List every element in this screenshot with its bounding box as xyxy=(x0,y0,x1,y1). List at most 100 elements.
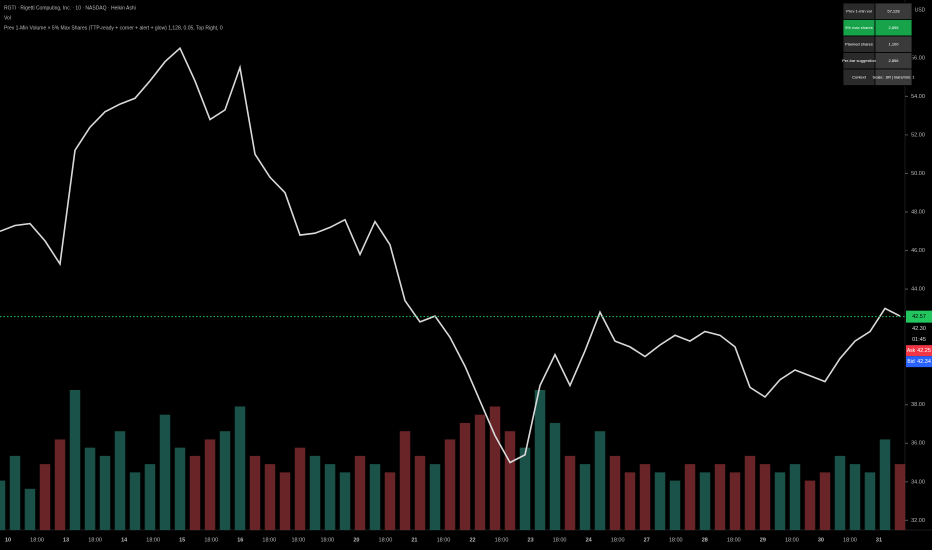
volume-bar xyxy=(834,455,846,530)
last-price-tag xyxy=(906,310,932,323)
y-tick-label: 36.00 xyxy=(911,441,925,447)
x-tick-label: 14 xyxy=(121,537,128,543)
volume-bar xyxy=(39,464,51,530)
y-tick-label: 52.00 xyxy=(911,132,925,138)
volume-bar xyxy=(0,480,6,530)
volume-bar xyxy=(699,472,711,530)
y-tick-label: 50.00 xyxy=(911,171,925,177)
table-key: 5% max shares xyxy=(845,25,873,30)
volume-bar xyxy=(684,464,696,530)
x-tick-label: 18:00 xyxy=(320,537,334,543)
price-line xyxy=(0,46,901,464)
volume-bar xyxy=(69,390,81,530)
x-tick-label: 15 xyxy=(179,537,185,543)
y-tick-label: 38.00 xyxy=(911,402,925,408)
y-tick-label: 44.00 xyxy=(911,287,925,293)
x-tick-label: 23 xyxy=(528,537,534,543)
volume-bar xyxy=(474,414,486,530)
volume-bar xyxy=(489,406,501,530)
table-value: 2,856 xyxy=(888,25,899,30)
y-tick-label: 56.00 xyxy=(911,55,925,61)
y-tick-label: 46.00 xyxy=(911,248,925,254)
volume-bar xyxy=(129,472,141,530)
table-key: Planned shares xyxy=(845,41,873,46)
table-key: Prev 1-min vol xyxy=(846,8,872,13)
volume-bar xyxy=(894,464,906,530)
volume-bar xyxy=(279,472,291,530)
x-tick-label: 18:00 xyxy=(30,537,44,543)
volume-bar xyxy=(789,464,801,530)
volume-bar xyxy=(639,464,651,530)
x-tick-label: 18:00 xyxy=(204,537,218,543)
x-tick-label: 18:00 xyxy=(291,537,305,543)
volume-bar xyxy=(429,464,441,530)
side-tag-name: Bid xyxy=(907,359,914,365)
table-key: Context xyxy=(852,74,867,79)
x-tick-label: 20 xyxy=(353,537,359,543)
x-tick-label: 18:00 xyxy=(88,537,102,543)
volume-bar xyxy=(714,464,726,530)
table-cell xyxy=(874,68,913,86)
volume-bar xyxy=(594,431,606,530)
volume-bar xyxy=(654,472,666,530)
volume-bar xyxy=(84,447,96,530)
y-tick-label: 34.00 xyxy=(911,479,925,485)
volume-bar xyxy=(669,480,681,530)
volume-bar xyxy=(804,480,816,530)
last-price-label: 42.57 xyxy=(912,314,926,320)
volume-bar xyxy=(144,464,156,530)
x-tick-label: 28 xyxy=(702,537,708,543)
volume-bar xyxy=(624,472,636,530)
y-tick-label: 48.00 xyxy=(911,209,925,215)
table-key: Per-bar suggestion xyxy=(842,58,876,63)
x-tick-label: 18:00 xyxy=(727,537,741,543)
volume-bar xyxy=(159,414,171,530)
x-tick-label: 18:00 xyxy=(669,537,683,543)
table-value: 57,128 xyxy=(887,8,900,13)
volume-bar xyxy=(879,439,891,530)
volume-bar xyxy=(264,464,276,530)
volume-bar xyxy=(819,472,831,530)
x-tick-label: 29 xyxy=(760,537,766,543)
volume-bar xyxy=(609,455,621,530)
volume-bar xyxy=(549,422,561,530)
x-tick-label: 13 xyxy=(63,537,69,543)
volume-bar xyxy=(189,455,201,530)
volume-bar xyxy=(24,488,36,530)
volume-bar xyxy=(729,472,741,530)
x-tick-label: 18:00 xyxy=(553,537,567,543)
x-tick-label: 18:00 xyxy=(785,537,799,543)
volume-bar xyxy=(384,472,396,530)
table-value: 2,856 xyxy=(888,58,899,63)
x-tick-label: 16 xyxy=(237,537,243,543)
x-tick-label: 18:00 xyxy=(437,537,451,543)
volume-bar xyxy=(324,464,336,530)
side-tag-value: 42.25 xyxy=(917,348,931,354)
side-tag xyxy=(906,345,932,357)
volume-bar xyxy=(774,472,786,530)
x-tick-label: 18:00 xyxy=(611,537,625,543)
indicator-label: Prev 1-Min Volume × 5% Max Shares (TTP-r… xyxy=(4,25,223,31)
volume-bar xyxy=(249,455,261,530)
x-tick-label: 18:00 xyxy=(262,537,276,543)
x-tick-label: 21 xyxy=(411,537,417,543)
volume-bar xyxy=(204,439,216,530)
volume-bar xyxy=(369,464,381,530)
volume-bar xyxy=(54,439,66,530)
volume-bar xyxy=(234,406,246,530)
volume-bar xyxy=(99,455,111,530)
volume-bar xyxy=(114,431,126,530)
side-label: 42.30 xyxy=(912,326,926,332)
volume-bar xyxy=(564,455,576,530)
volume-bar xyxy=(534,390,546,530)
volume-bar xyxy=(759,464,771,530)
side-tag-value: 42.34 xyxy=(917,359,931,365)
volume-bar xyxy=(504,431,516,530)
x-tick-label: 18:00 xyxy=(146,537,160,543)
volume-bar xyxy=(444,439,456,530)
side-tag xyxy=(906,356,932,368)
x-tick-label: 27 xyxy=(644,537,650,543)
y-tick-label: 54.00 xyxy=(911,94,925,100)
x-tick-label: 31 xyxy=(876,537,882,543)
